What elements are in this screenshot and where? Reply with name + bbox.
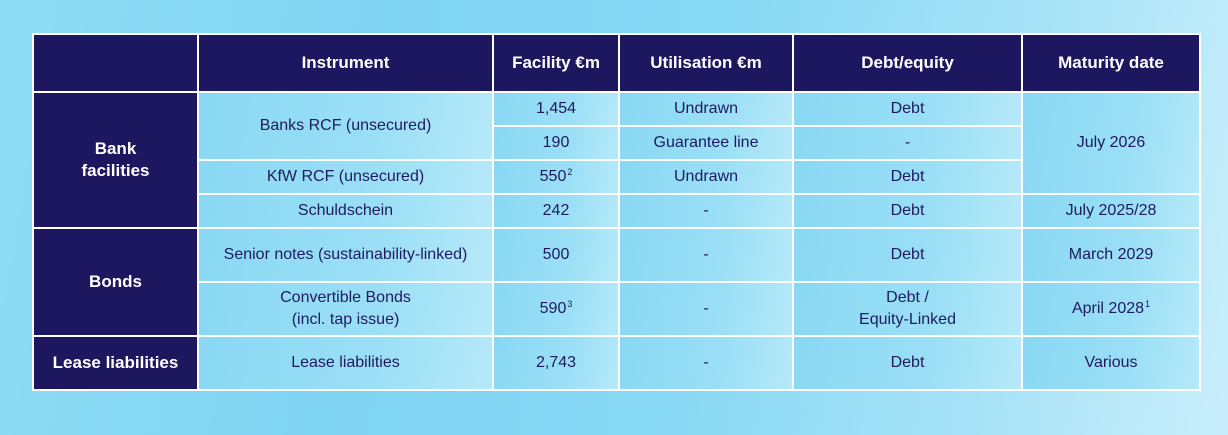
table-row: Convertible Bonds (incl. tap issue) 5903 … (33, 281, 1201, 337)
cell-facility: 242 (492, 193, 620, 229)
cell-utilisation: Undrawn (618, 91, 794, 127)
cell-debt-equity: Debt (792, 159, 1023, 195)
cell-debt-equity: Debt (792, 91, 1023, 127)
debt-equity-line: Debt / (886, 289, 929, 306)
cell-instrument: Senior notes (sustainability-linked) (197, 227, 494, 283)
footnote-marker: 1 (1145, 299, 1151, 309)
facility-value: 590 (539, 300, 567, 317)
header-blank (32, 33, 199, 93)
cell-debt-equity: Debt (792, 227, 1023, 283)
cell-utilisation: - (618, 193, 794, 229)
cell-maturity: March 2029 (1021, 227, 1201, 283)
cell-utilisation: - (618, 281, 794, 337)
table-row: Lease liabilities Lease liabilities 2,74… (32, 335, 1201, 391)
cell-debt-equity: Debt (792, 193, 1023, 229)
debt-equity-line: Equity-Linked (859, 311, 956, 328)
cell-debt-equity: - (792, 125, 1023, 161)
cell-instrument: Schuldschein (197, 193, 494, 229)
cell-maturity: July 2025/28 (1021, 193, 1201, 229)
group-bank-facilities: Bank facilities (32, 91, 199, 229)
cell-utilisation: - (618, 227, 794, 283)
cell-maturity: July 2026 (1021, 91, 1201, 195)
cell-debt-equity: Debt / Equity-Linked (792, 281, 1023, 337)
facility-value: 550 (539, 168, 567, 185)
cell-facility: 5903 (492, 281, 620, 337)
cell-maturity: Various (1021, 335, 1201, 391)
cell-instrument: Banks RCF (unsecured) (197, 91, 494, 161)
table-row: 190 Guarantee line - (33, 125, 1200, 161)
header-utilisation: Utilisation €m (618, 33, 794, 93)
cell-instrument: Lease liabilities (197, 335, 494, 391)
cell-utilisation: Undrawn (618, 159, 794, 195)
cell-facility: 5502 (492, 159, 620, 195)
financing-table: Instrument Facility €m Utilisation €m De… (32, 33, 1201, 391)
instrument-line: Convertible Bonds (280, 289, 411, 306)
header-instrument: Instrument (197, 33, 494, 93)
cell-facility: 1,454 (492, 91, 620, 127)
table-row: Schuldschein 242 - Debt July 2025/28 (33, 193, 1201, 229)
group-label: Bank facilities (81, 139, 150, 180)
cell-facility: 190 (492, 125, 620, 161)
table-row: Bank facilities Banks RCF (unsecured) 1,… (32, 91, 1201, 229)
header-facility: Facility €m (492, 33, 620, 93)
instrument-line: (incl. tap issue) (291, 311, 400, 328)
group-bonds: Bonds (32, 227, 199, 337)
footnote-marker: 2 (567, 167, 573, 177)
cell-utilisation: Guarantee line (618, 125, 794, 161)
maturity-value: April 2028 (1071, 300, 1145, 317)
header-row: Instrument Facility €m Utilisation €m De… (32, 33, 1201, 93)
cell-debt-equity: Debt (792, 335, 1023, 391)
cell-instrument: Convertible Bonds (incl. tap issue) (197, 281, 494, 337)
group-lease-liabilities: Lease liabilities (32, 335, 199, 391)
header-maturity: Maturity date (1021, 33, 1201, 93)
table-row: Bonds Senior notes (sustainability-linke… (32, 227, 1201, 337)
cell-instrument: KfW RCF (unsecured) (197, 159, 494, 195)
header-debt-equity: Debt/equity (792, 33, 1023, 93)
cell-maturity: April 20281 (1021, 281, 1201, 337)
cell-facility: 2,743 (492, 335, 620, 391)
cell-facility: 500 (492, 227, 620, 283)
cell-utilisation: - (618, 335, 794, 391)
footnote-marker: 3 (567, 299, 573, 309)
table-row: KfW RCF (unsecured) 5502 Undrawn Debt (33, 159, 1200, 195)
